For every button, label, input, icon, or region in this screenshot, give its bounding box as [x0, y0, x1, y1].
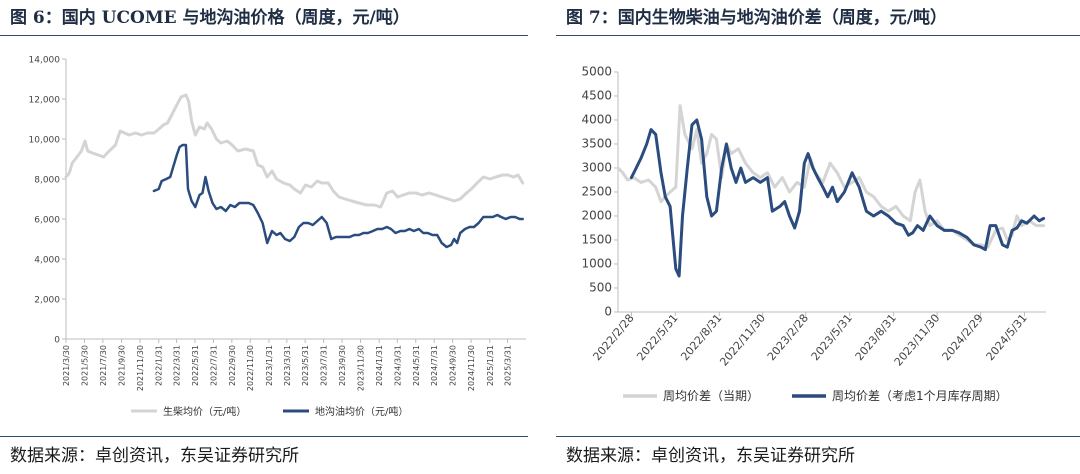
x-tick-label: 2023/7/31 — [320, 345, 329, 386]
y-tick-label: 8,000 — [34, 176, 60, 186]
legend-label-0: 周均价差（当期） — [663, 389, 759, 403]
x-tick-label: 2022/5/31 — [634, 312, 680, 364]
left-bottom-rule — [0, 436, 528, 437]
y-tick-label: 6,000 — [34, 216, 60, 226]
x-tick-label: 2022/9/30 — [228, 345, 237, 386]
x-tick-label: 2022/7/31 — [209, 345, 218, 386]
right-chart-title: 图 7：国内生物柴油与地沟油价差（周度，元/吨） — [566, 8, 947, 28]
y-tick-label: 1000 — [581, 257, 612, 271]
left-chart-panel: 图 6：国内 UCOME 与地沟油价格（周度，元/吨） 0 2,000 4,000 6… — [0, 0, 528, 474]
series-line-0 — [64, 93, 525, 209]
y-tick-label: 0 — [604, 305, 612, 319]
x-tick-label: 2023/5/31 — [809, 312, 855, 364]
x-tick-label: 2023/8/31 — [853, 312, 899, 364]
x-tick-label: 2024/2/29 — [940, 312, 986, 364]
y-tick-label: 3000 — [581, 161, 612, 175]
x-tick-label: 2022/11/30 — [246, 345, 255, 391]
y-tick-label: 2,000 — [34, 296, 60, 306]
y-tick-label: 10,000 — [29, 136, 61, 146]
x-tick-label: 2023/2/28 — [765, 312, 811, 364]
legend-label-0: 生柴均价（元/吨） — [163, 405, 246, 418]
right-top-rule — [556, 35, 1080, 36]
y-tick-label: 4,000 — [34, 256, 60, 266]
y-tick-label: 1500 — [581, 233, 612, 247]
right-source-note: 数据来源：卓创资讯，东吴证券研究所 — [566, 446, 855, 466]
x-tick-label: 2024/5/31 — [984, 312, 1030, 364]
y-tick-label: 5000 — [581, 65, 612, 79]
right-chart-svg: 0 500 1000 1500 2000 2500 3000 3500 4000 4500 5000… — [581, 65, 1046, 403]
x-tick-label: 2022/5/31 — [191, 345, 200, 386]
left-chart-title: 图 6：国内 UCOME 与地沟油价格（周度，元/吨） — [10, 8, 410, 28]
x-tick-label: 2021/3/30 — [62, 345, 71, 386]
y-tick-label: 2000 — [581, 209, 612, 223]
x-tick-label: 2022/1/31 — [155, 345, 164, 386]
x-tick-label: 2023/1/31 — [265, 345, 274, 386]
x-tick-label: 2022/3/31 — [173, 345, 182, 386]
x-tick-label: 2022/11/30 — [717, 312, 768, 369]
left-top-rule — [0, 35, 528, 36]
x-tick-label: 2024/11/30 — [467, 345, 476, 391]
x-tick-label: 2021/7/30 — [99, 345, 108, 386]
left-source-note: 数据来源：卓创资讯，东吴证券研究所 — [10, 446, 299, 466]
y-tick-label: 0 — [54, 336, 60, 346]
x-tick-label: 2021/11/30 — [136, 345, 145, 391]
y-tick-label: 4000 — [581, 113, 612, 127]
x-tick-label: 2023/5/31 — [301, 345, 310, 386]
left-chart-svg: 0 2,000 4,000 6,000 8,000 10,000 12,000 14,000 2… — [29, 56, 526, 418]
x-tick-label: 2024/9/30 — [449, 345, 458, 386]
x-tick-label: 2023/11/30 — [356, 345, 365, 391]
y-tick-label: 12,000 — [29, 96, 61, 106]
y-tick-label: 3500 — [581, 137, 612, 151]
x-tick-label: 2025/1/31 — [486, 345, 495, 386]
right-bottom-rule — [556, 436, 1080, 437]
x-tick-label: 2024/1/31 — [375, 345, 384, 386]
x-tick-label: 2023/3/31 — [283, 345, 292, 386]
x-tick-label: 2024/3/31 — [393, 345, 402, 386]
legend-label-1: 周均价差（考虑1个月库存周期） — [832, 388, 1008, 403]
series-line-1 — [629, 118, 1046, 278]
x-tick-label: 2022/8/31 — [678, 312, 724, 364]
x-tick-label: 2021/5/30 — [80, 345, 89, 386]
legend-label-1: 地沟油均价（元/吨） — [315, 405, 408, 418]
x-tick-label: 2021/9/30 — [118, 345, 127, 386]
series-line-1 — [152, 143, 524, 249]
x-tick-label: 2024/7/31 — [430, 345, 439, 386]
x-tick-label: 2024/5/31 — [412, 345, 421, 386]
x-tick-label: 2022/2/28 — [590, 312, 636, 364]
y-tick-label: 500 — [589, 281, 612, 295]
y-tick-label: 2500 — [581, 185, 612, 199]
x-tick-label: 2023/11/30 — [892, 312, 943, 369]
x-tick-label: 2025/3/31 — [504, 345, 513, 386]
y-tick-label: 14,000 — [29, 56, 61, 66]
x-tick-label: 2023/9/30 — [338, 345, 347, 386]
y-tick-label: 4500 — [581, 89, 612, 103]
right-chart-panel: 图 7：国内生物柴油与地沟油价差（周度，元/吨） 0 500 1000 1500 200… — [556, 0, 1080, 474]
